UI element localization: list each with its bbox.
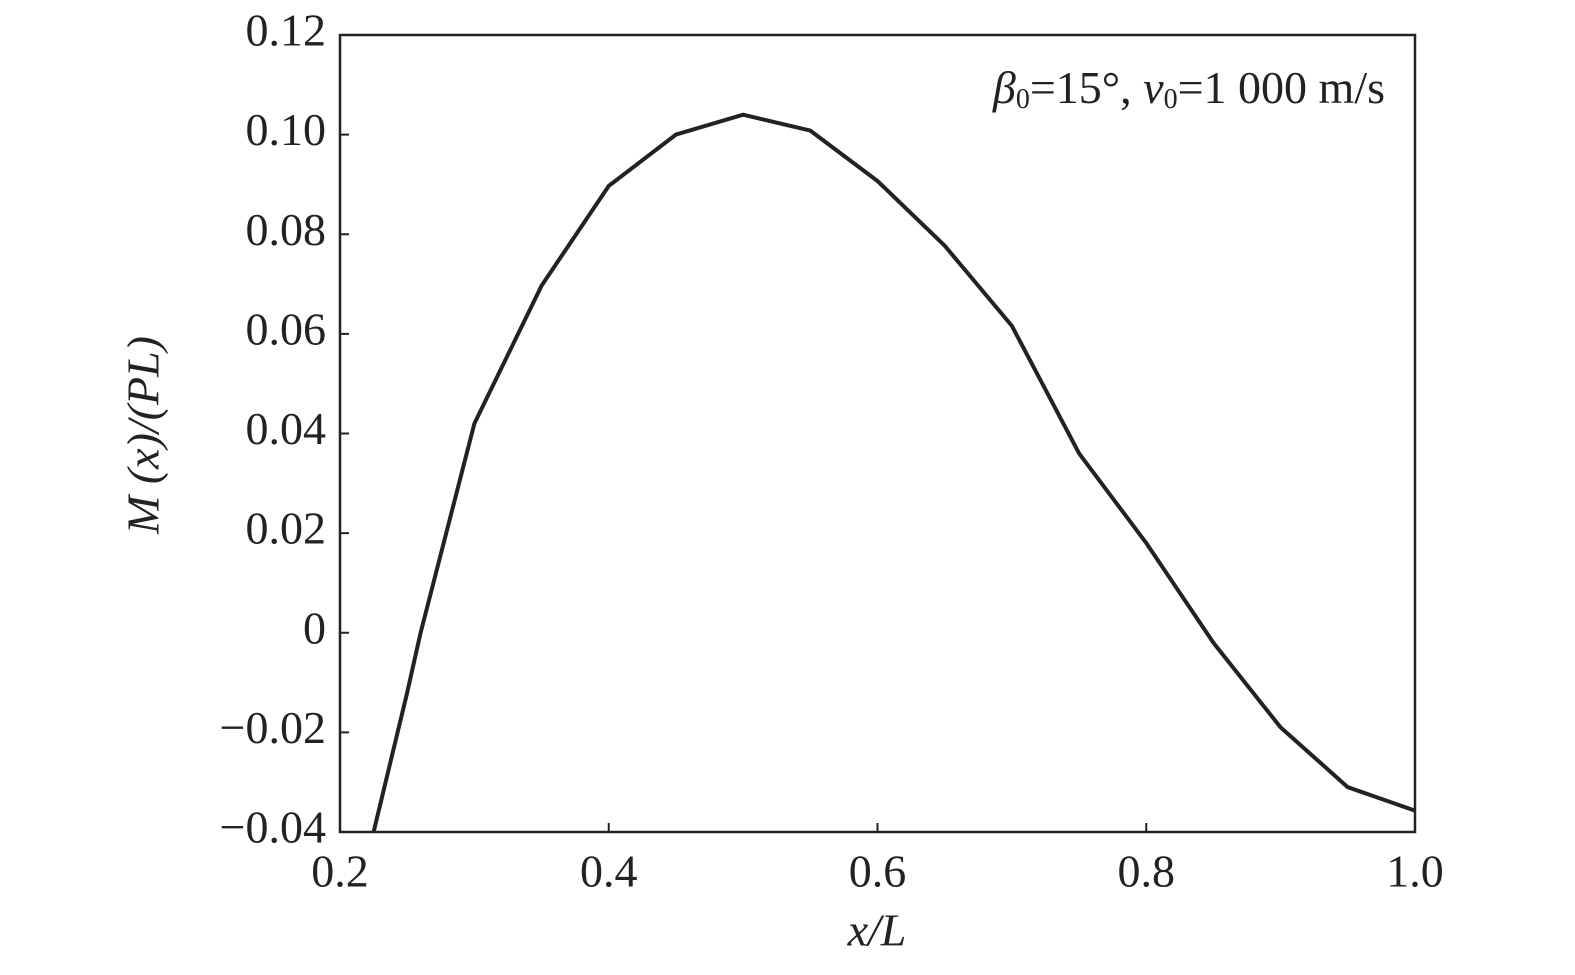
y-tick-label: −0.04 — [220, 802, 326, 853]
x-tick-label: 0.6 — [849, 846, 907, 897]
y-tick-label: 0.10 — [246, 104, 327, 155]
annotation-part: =15°, — [1030, 62, 1143, 113]
y-tick-label: 0.12 — [246, 5, 327, 56]
y-tick-label: 0.06 — [246, 303, 327, 354]
y-tick-label: −0.02 — [220, 702, 326, 753]
x-tick-label: 1.0 — [1386, 846, 1444, 897]
annotation-part: =1 000 m/s — [1178, 62, 1385, 113]
y-axis-label: M (x)/(PL) — [118, 336, 169, 535]
annotation-part: 0 — [1016, 84, 1030, 115]
annotation-part: β — [992, 62, 1016, 113]
annotation-part: v — [1143, 62, 1164, 113]
x-tick-label: 0.2 — [311, 846, 369, 897]
x-tick-label: 0.8 — [1118, 846, 1176, 897]
x-axis-label: x/L — [847, 905, 907, 956]
annotation-part: 0 — [1164, 84, 1178, 115]
plot-frame — [338, 33, 1417, 834]
y-tick-label: 0.04 — [246, 403, 327, 454]
x-tick-label: 0.4 — [580, 846, 638, 897]
annotation: β0=15°, v0=1 000 m/s — [992, 62, 1385, 116]
data-line — [371, 112, 1416, 833]
y-tick-label: 0.02 — [246, 503, 327, 554]
y-tick-label: 0.08 — [246, 204, 327, 255]
y-tick-label: 0 — [303, 602, 326, 653]
